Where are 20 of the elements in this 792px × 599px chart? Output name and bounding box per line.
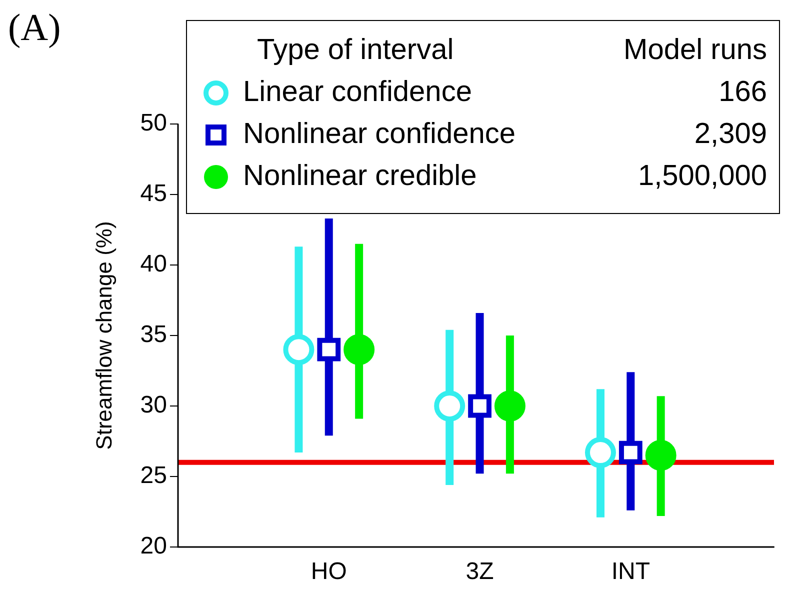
text: 166 [718,75,768,110]
x-tick-label: HO [310,558,347,586]
legend-label: Nonlinear credible [242,159,478,194]
y-tick-label: 20 [140,532,167,560]
y-axis-title: Streamflow change (%) [91,221,116,450]
y-tick-label: 25 [140,462,167,490]
x-tick-label: 3Z [466,558,494,586]
legend-label: Nonlinear confidence [242,117,516,152]
y-tick-label: 35 [140,321,167,348]
y-tick-label: 30 [140,392,167,419]
text: Model runs [622,33,768,68]
x-tick-label: INT [611,558,650,586]
y-tick-label: 40 [140,250,167,278]
y-tick-label: 45 [140,180,167,208]
chart-title: (A) [8,6,61,50]
y-tick-label: 50 [140,110,167,137]
legend-label: Linear confidence [242,75,473,110]
annotation: 1,500,000 [636,159,768,194]
annotation: 2,309 [693,117,768,152]
legend-title: Type of interval [256,33,455,68]
